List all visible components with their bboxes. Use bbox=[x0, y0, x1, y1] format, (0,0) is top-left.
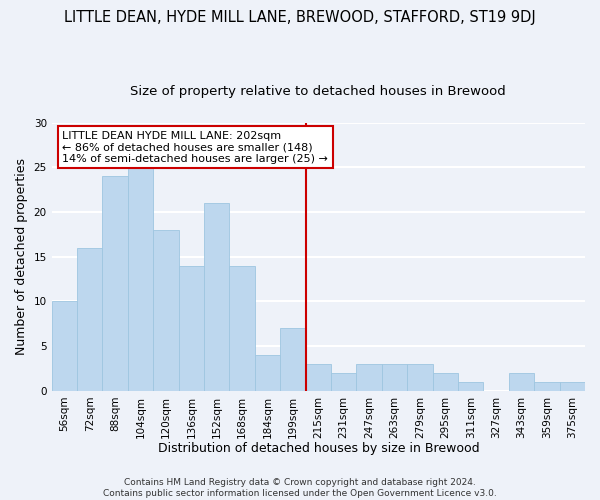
Text: LITTLE DEAN HYDE MILL LANE: 202sqm
← 86% of detached houses are smaller (148)
14: LITTLE DEAN HYDE MILL LANE: 202sqm ← 86%… bbox=[62, 131, 328, 164]
X-axis label: Distribution of detached houses by size in Brewood: Distribution of detached houses by size … bbox=[158, 442, 479, 455]
Bar bbox=[204, 203, 229, 391]
Text: Contains HM Land Registry data © Crown copyright and database right 2024.
Contai: Contains HM Land Registry data © Crown c… bbox=[103, 478, 497, 498]
Bar bbox=[179, 266, 204, 391]
Bar bbox=[280, 328, 305, 391]
Text: LITTLE DEAN, HYDE MILL LANE, BREWOOD, STAFFORD, ST19 9DJ: LITTLE DEAN, HYDE MILL LANE, BREWOOD, ST… bbox=[64, 10, 536, 25]
Bar bbox=[128, 168, 153, 391]
Title: Size of property relative to detached houses in Brewood: Size of property relative to detached ho… bbox=[130, 85, 506, 98]
Bar bbox=[433, 373, 458, 391]
Bar bbox=[407, 364, 433, 391]
Bar bbox=[382, 364, 407, 391]
Bar bbox=[534, 382, 560, 391]
Bar bbox=[153, 230, 179, 391]
Bar bbox=[509, 373, 534, 391]
Bar bbox=[305, 364, 331, 391]
Bar bbox=[458, 382, 484, 391]
Bar bbox=[229, 266, 255, 391]
Bar bbox=[103, 176, 128, 391]
Bar bbox=[255, 355, 280, 391]
Bar bbox=[77, 248, 103, 391]
Bar bbox=[331, 373, 356, 391]
Bar bbox=[560, 382, 585, 391]
Y-axis label: Number of detached properties: Number of detached properties bbox=[15, 158, 28, 356]
Bar bbox=[52, 302, 77, 391]
Bar bbox=[356, 364, 382, 391]
